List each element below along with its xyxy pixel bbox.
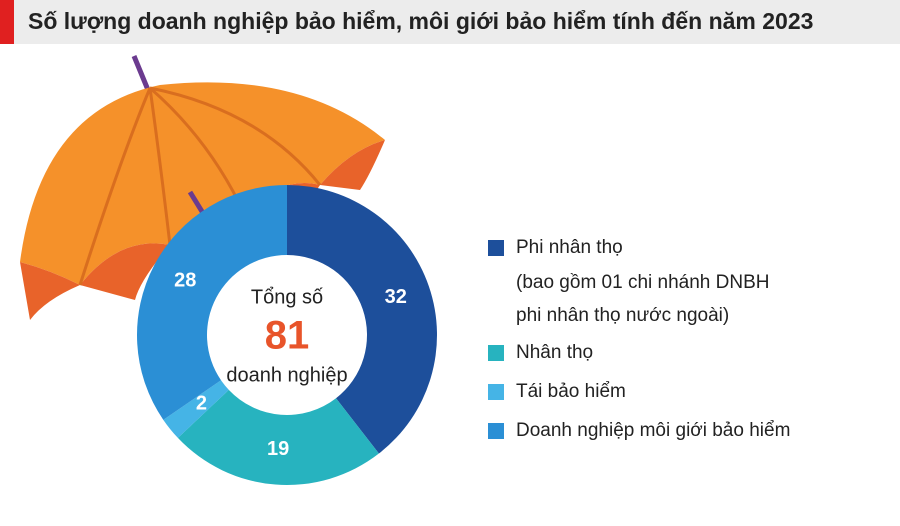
value-label: 2 xyxy=(196,392,207,414)
legend-note: phi nhân thọ nước ngoài) xyxy=(516,305,729,326)
legend-swatch xyxy=(488,384,504,400)
value-label: 19 xyxy=(267,438,289,460)
center-total: 81 xyxy=(265,314,310,358)
title-accent xyxy=(0,0,14,44)
center-bottom: doanh nghiệp xyxy=(226,364,347,386)
legend-swatch xyxy=(488,240,504,256)
legend-label: Doanh nghiệp môi giới bảo hiểm xyxy=(516,420,790,441)
legend-label: Nhân thọ xyxy=(516,342,593,363)
value-label: 28 xyxy=(174,270,196,292)
donut-segment xyxy=(287,185,437,454)
legend-swatch xyxy=(488,423,504,439)
legend-note: (bao gồm 01 chi nhánh DNBH xyxy=(516,272,769,293)
donut-segment xyxy=(137,185,287,420)
value-label: 32 xyxy=(385,286,407,308)
legend-label: Tái bảo hiểm xyxy=(516,381,626,402)
donut-segment xyxy=(177,389,379,486)
legend-label: Phi nhân thọ xyxy=(516,237,623,258)
legend-swatch xyxy=(488,345,504,361)
donut-segment xyxy=(163,380,229,438)
center-top: Tổng số xyxy=(251,286,323,308)
title-bar xyxy=(0,0,900,44)
chart-title: Số lượng doanh nghiệp bảo hiểm, môi giới… xyxy=(28,8,813,34)
